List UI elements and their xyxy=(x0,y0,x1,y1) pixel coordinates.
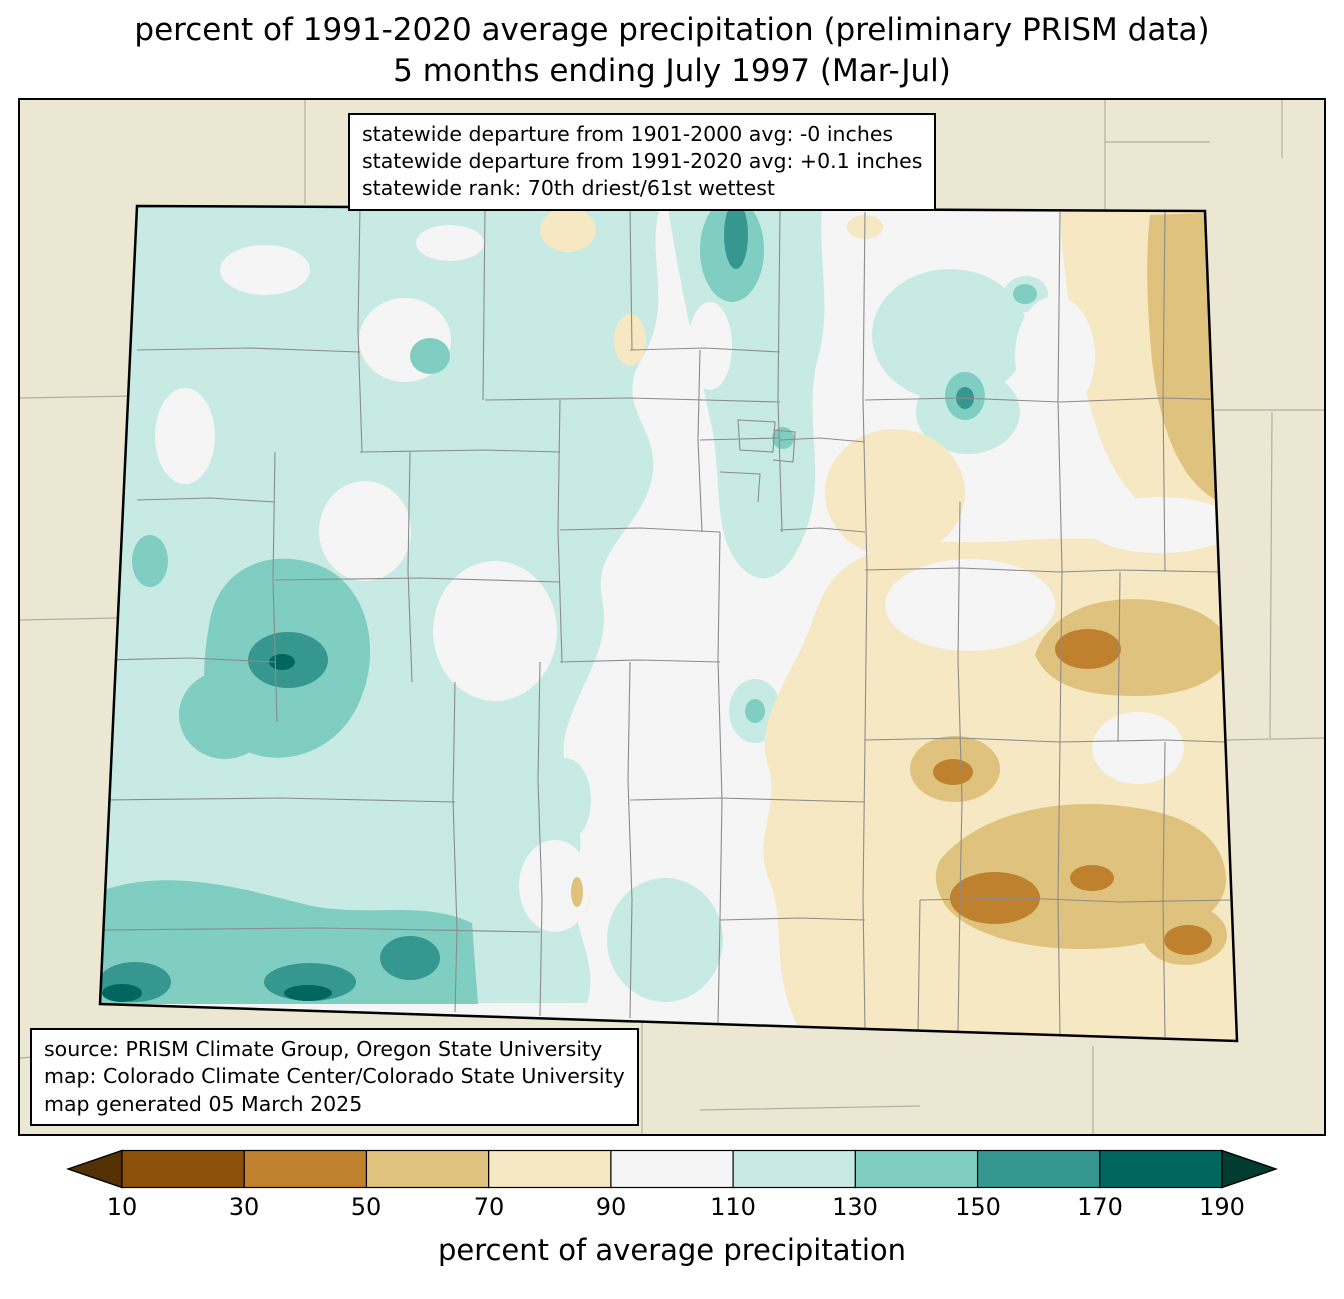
source-line-3: map generated 05 March 2025 xyxy=(44,1091,363,1116)
source-box: source: PRISM Climate Group, Oregon Stat… xyxy=(30,1028,639,1126)
stats-line-1: statewide departure from 1901-2000 avg: … xyxy=(362,121,894,146)
precipitation-blobs xyxy=(100,205,1237,1041)
county-boundaries xyxy=(100,205,1237,1037)
colorbar-tick-label: 150 xyxy=(955,1192,1001,1221)
colorbar xyxy=(66,1149,1278,1189)
colorbar-segment xyxy=(732,1149,857,1188)
colorbar-segment xyxy=(121,1149,245,1188)
stats-line-2: statewide departure from 1991-2020 avg: … xyxy=(362,149,923,174)
colorbar-segment xyxy=(488,1149,612,1188)
colorbar-segment xyxy=(610,1149,734,1188)
title-line-2: 5 months ending July 1997 (Mar-Jul) xyxy=(393,52,951,89)
colorbar-segment xyxy=(365,1149,490,1188)
colorbar-tick-label: 110 xyxy=(710,1192,756,1221)
colorbar-arrow-left xyxy=(66,1149,123,1189)
colorado-precipitation-map xyxy=(20,99,1324,1134)
colorbar-segment xyxy=(243,1149,368,1188)
colorbar-svg xyxy=(66,1149,1278,1189)
source-line-1: source: PRISM Climate Group, Oregon Stat… xyxy=(44,1037,603,1062)
colorbar-caption: percent of average precipitation xyxy=(437,1232,907,1267)
colorbar-tick-label: 10 xyxy=(106,1192,138,1221)
neighbor-county-lines xyxy=(20,99,1324,1134)
colorbar-arrow-right xyxy=(1221,1149,1278,1189)
stats-line-3: statewide rank: 70th driest/61st wettest xyxy=(362,176,775,201)
colorbar-tick-label: 50 xyxy=(350,1192,382,1221)
colorbar-tick-label: 30 xyxy=(228,1192,260,1221)
source-line-2: map: Colorado Climate Center/Colorado St… xyxy=(44,1064,625,1089)
page-title: percent of 1991-2020 average precipitati… xyxy=(0,0,1344,92)
title-line-1: percent of 1991-2020 average precipitati… xyxy=(134,12,1210,48)
map-panel: statewide departure from 1901-2000 avg: … xyxy=(18,97,1326,1136)
colorbar-segment xyxy=(1099,1149,1223,1188)
colorbar-segment xyxy=(854,1149,979,1188)
colorbar-tick-label: 170 xyxy=(1077,1192,1123,1221)
colorbar-tick-label: 130 xyxy=(832,1192,878,1221)
colorbar-tick-label: 190 xyxy=(1199,1192,1245,1221)
colorbar-tick-labels: 10 30 50 70 90 110 130 150 170 190 xyxy=(66,1193,1278,1225)
stats-box: statewide departure from 1901-2000 avg: … xyxy=(348,112,937,211)
colorbar-segment xyxy=(976,1149,1101,1188)
colorbar-tick-label: 90 xyxy=(595,1192,627,1221)
colorbar-tick-label: 70 xyxy=(473,1192,505,1221)
